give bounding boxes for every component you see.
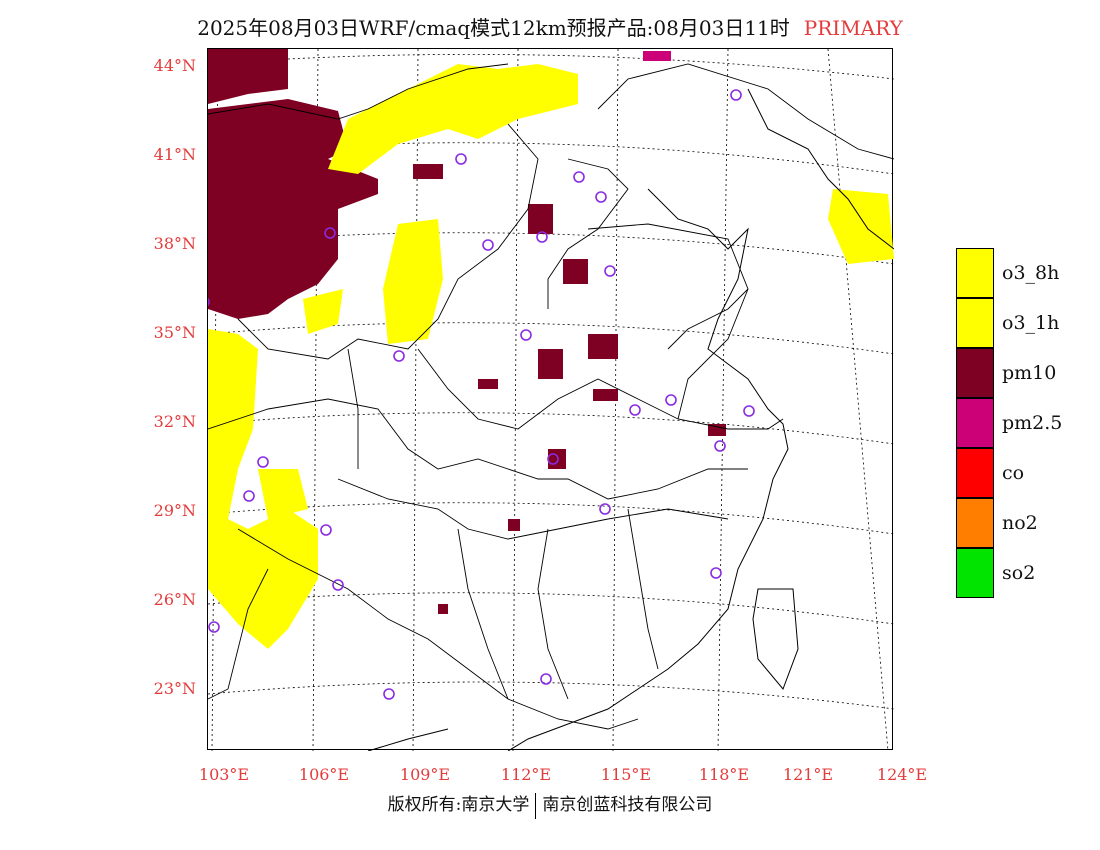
legend-swatch [956,498,994,548]
title-text: 2025年08月03日WRF/cmaq模式12km预报产品:08月03日11时 [197,16,790,40]
map-panel [207,48,894,751]
lon-label-103: 103°E [198,765,250,784]
copyright-left: 版权所有:南京大学 [387,795,530,815]
legend-label: o3_1h [1002,312,1060,334]
lon-label-106: 106°E [298,765,350,784]
map-title: 2025年08月03日WRF/cmaq模式12km预报产品:08月03日11时 P… [0,12,1100,41]
lat-label-26: 26°N [153,590,196,609]
pm10-region-northwest [208,49,378,319]
lon-label-115: 115°E [600,765,652,784]
legend-swatch [956,548,994,598]
legend-swatch [956,348,994,398]
lat-label-35: 35°N [153,323,196,342]
copyright-right: 南京创蓝科技有限公司 [542,795,713,815]
lat-label-29: 29°N [153,501,196,520]
legend-swatch [956,248,994,298]
copyright-footer: 版权所有:南京大学 南京创蓝科技有限公司 [0,790,1100,819]
footer-separator [535,792,537,819]
legend-label: no2 [1002,512,1038,534]
lon-label-124: 124°E [876,765,928,784]
lat-label-38: 38°N [153,234,196,253]
pm10-patches [413,164,726,614]
legend-label: pm2.5 [1002,412,1063,434]
lon-label-121: 121°E [782,765,834,784]
legend-swatch [956,398,994,448]
legend-label: co [1002,462,1025,484]
o3-regions [208,64,894,649]
lat-label-41: 41°N [153,145,196,164]
lon-label-112: 112°E [500,765,552,784]
province-borders [208,63,894,730]
lat-label-44: 44°N [153,56,196,75]
lon-label-109: 109°E [399,765,451,784]
pm25-patch [643,51,671,61]
legend-swatch [956,448,994,498]
legend-label: so2 [1002,562,1036,584]
legend-label: o3_8h [1002,262,1060,284]
legend-label: pm10 [1002,362,1057,384]
lat-label-23: 23°N [153,679,196,698]
coastline [367,88,894,751]
station-markers [208,89,755,700]
title-tag: PRIMARY [803,16,903,40]
lon-label-118: 118°E [698,765,750,784]
legend-swatch [956,298,994,348]
lat-label-32: 32°N [153,412,196,431]
map-canvas [208,49,894,751]
